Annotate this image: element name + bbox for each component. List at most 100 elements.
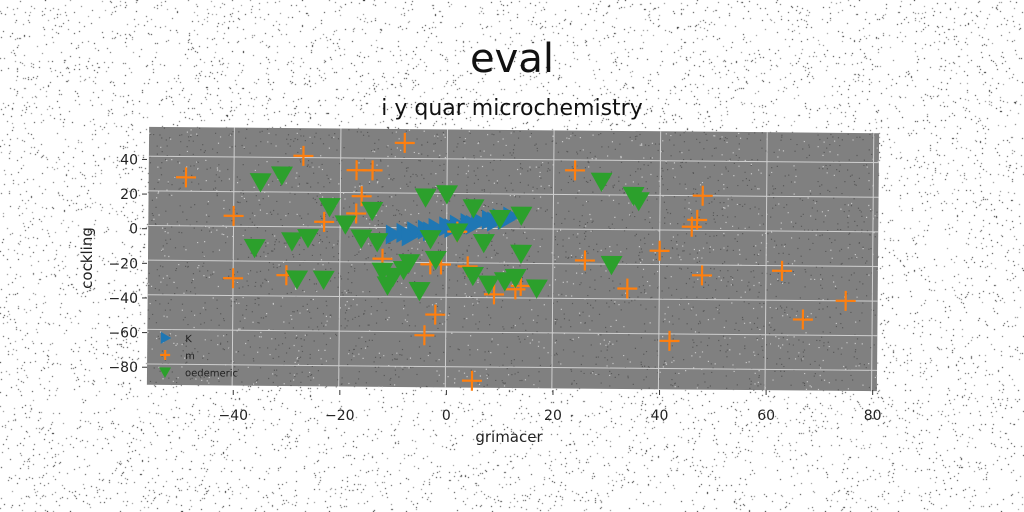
legend-marker [160, 331, 172, 344]
data-point [465, 214, 484, 235]
data-point [424, 250, 447, 271]
data-point [362, 160, 383, 181]
grid-line-y [147, 328, 878, 337]
data-point [461, 370, 482, 391]
data-point [484, 284, 505, 305]
data-point [649, 240, 670, 261]
grid-line-y [148, 190, 879, 198]
data-point [692, 185, 713, 206]
data-point [223, 268, 244, 289]
axes: −40 −20 0 20 40 60 80 40 20 0 −20 −40 −60 −80 [108, 152, 881, 424]
grid-line-x [338, 128, 342, 387]
grid-line-x [551, 130, 555, 389]
series-oedemeric [243, 166, 650, 302]
y-tick-label: −20 [108, 256, 138, 272]
x-axis-label: grimacer [475, 428, 543, 446]
data-point [687, 209, 708, 230]
legend: Km oedemeric [159, 331, 238, 380]
data-marks [175, 132, 856, 391]
x-tick-label: 40 [651, 408, 669, 424]
legend-marker [159, 367, 172, 378]
data-point [510, 244, 533, 265]
legend-label: K [185, 334, 192, 345]
data-point [425, 304, 446, 325]
data-point [617, 278, 638, 299]
data-point [462, 199, 485, 219]
data-point [361, 201, 384, 222]
data-point [504, 268, 527, 289]
data-point [223, 205, 244, 226]
data-point [477, 275, 500, 295]
grid-line-y [148, 225, 879, 233]
data-point [600, 255, 623, 276]
data-point [419, 230, 442, 250]
data-point [249, 173, 272, 193]
data-point [574, 250, 595, 271]
data-point [371, 262, 394, 282]
data-point [293, 145, 314, 166]
data-point [346, 203, 367, 224]
data-point [243, 238, 266, 259]
data-point [692, 265, 713, 286]
grid-line-y [148, 155, 879, 164]
legend-label: oedemeric [185, 368, 238, 379]
data-point [334, 215, 357, 235]
data-point [835, 290, 856, 311]
x-tick-label: −40 [218, 408, 248, 424]
data-point [366, 233, 389, 253]
data-point [286, 270, 309, 290]
y-tick-label: −40 [108, 291, 138, 307]
legend-marker [160, 349, 171, 360]
data-point [271, 166, 294, 186]
data-point [525, 279, 548, 299]
grid-line-x [444, 129, 449, 388]
y-tick-label: −80 [108, 360, 138, 376]
data-point [398, 254, 421, 274]
grid-line-x [764, 132, 768, 391]
y-tick-label: 0 [129, 222, 138, 238]
x-tick-label: 20 [544, 408, 562, 424]
chart-title: eval [470, 36, 554, 82]
grid-line-y [147, 363, 878, 371]
data-point [565, 160, 586, 181]
data-point [394, 132, 415, 153]
x-tick-label: 80 [864, 408, 882, 424]
x-tick-label: 60 [757, 408, 775, 424]
data-point [318, 197, 341, 218]
data-point [446, 223, 469, 243]
data-point [414, 325, 435, 346]
legend-label: m [185, 351, 195, 362]
y-axis-label: cockling [78, 227, 96, 289]
data-point [436, 185, 459, 205]
data-point [350, 229, 373, 249]
chart-subtitle: i y quar microchemistry [381, 96, 643, 121]
data-point [175, 167, 197, 188]
grid-line-x [871, 133, 875, 392]
data-point [312, 270, 335, 290]
data-point [792, 309, 813, 330]
grid-line-x [231, 127, 235, 386]
data-point [590, 172, 613, 192]
y-tick-label: 20 [120, 187, 138, 203]
data-point [297, 228, 320, 249]
x-tick-label: −20 [325, 408, 355, 424]
data-point [771, 260, 793, 281]
y-tick-label: −60 [108, 326, 138, 342]
data-point [376, 276, 399, 296]
plot-area [146, 126, 880, 392]
x-tick-label: 0 [442, 408, 451, 424]
grid-line-y [147, 259, 878, 268]
data-point [461, 266, 484, 287]
data-point [510, 206, 533, 226]
data-point [489, 209, 512, 230]
data-point [351, 186, 372, 207]
data-point [385, 224, 404, 245]
data-point [627, 192, 650, 212]
data-point [472, 233, 495, 254]
data-point [314, 211, 335, 232]
data-point [281, 232, 304, 252]
data-point [414, 188, 437, 208]
data-point [659, 330, 680, 351]
data-point [401, 226, 420, 247]
